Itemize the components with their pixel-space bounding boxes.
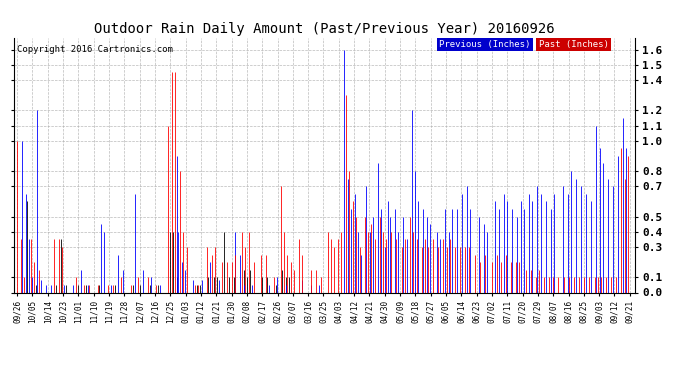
Text: Past (Inches): Past (Inches) [539, 40, 609, 49]
Text: Copyright 2016 Cartronics.com: Copyright 2016 Cartronics.com [17, 45, 172, 54]
Title: Outdoor Rain Daily Amount (Past/Previous Year) 20160926: Outdoor Rain Daily Amount (Past/Previous… [94, 22, 555, 36]
Text: Previous (Inches): Previous (Inches) [440, 40, 531, 49]
